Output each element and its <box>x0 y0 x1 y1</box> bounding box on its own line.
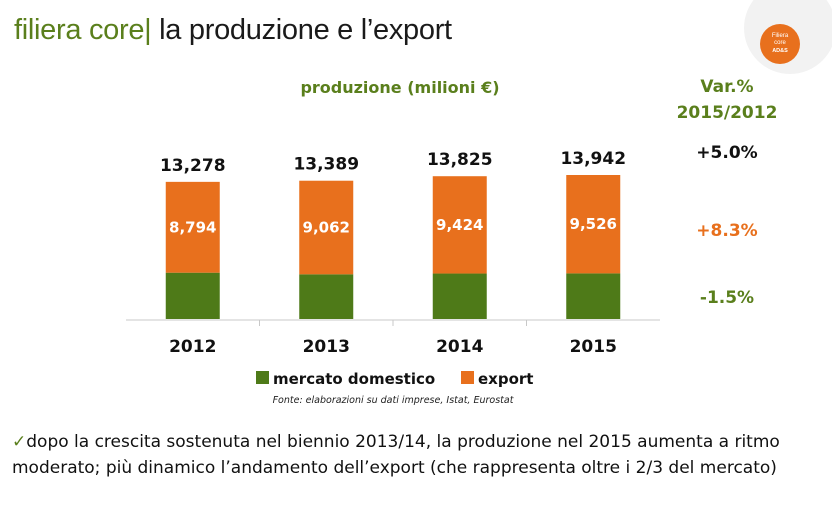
commentary-text: dopo la crescita sostenuta nel biennio 2… <box>12 432 780 478</box>
total-data-label: 13,278 <box>160 156 226 176</box>
total-data-label: 13,825 <box>427 150 493 170</box>
legend-swatch-domestic <box>256 371 269 384</box>
slide-title-text: la produzione e l’export <box>151 14 452 46</box>
bar-domestic-2012 <box>165 272 220 319</box>
production-chart: produzione (milioni €) Var.% 2015/2012 8… <box>126 77 778 406</box>
variation-export-value: +8.3% <box>696 221 757 241</box>
bar-domestic-2014 <box>432 273 487 319</box>
bar-export-2012 <box>165 181 220 273</box>
export-data-label: 9,424 <box>436 216 483 234</box>
legend-swatch-export <box>461 371 474 384</box>
total-data-label: 13,389 <box>293 155 359 175</box>
chart-title: produzione (milioni €) <box>300 78 499 97</box>
bar-export-2013 <box>299 180 354 275</box>
bar-domestic-2013 <box>299 274 354 319</box>
variation-header-line2: 2015/2012 <box>677 103 778 123</box>
variation-domestic-value: -1.5% <box>700 288 754 308</box>
legend-label-export: export <box>478 370 533 388</box>
bars-layer: 8,794 13,278 9,062 13,389 9,424 13,825 9,526 13… <box>160 149 626 319</box>
commentary-note: ✓dopo la crescita sostenuta nel biennio … <box>12 429 824 481</box>
logo-badge-brand: AD&S <box>772 48 788 54</box>
export-data-label: 9,062 <box>303 219 350 237</box>
legend-label-domestic: mercato domestico <box>273 370 435 388</box>
x-tick-label: 2012 <box>169 337 216 357</box>
bar-export-2014 <box>432 176 487 274</box>
bar-domestic-2015 <box>566 273 621 319</box>
logo-badge-line1: Filiera <box>771 33 789 39</box>
export-data-label: 9,526 <box>570 215 617 233</box>
logo-badge: Filiera core AD&S <box>760 24 800 64</box>
export-data-label: 8,794 <box>169 218 216 236</box>
x-tick-label: 2013 <box>303 337 350 357</box>
logo-badge-line2: core <box>774 40 786 46</box>
bar-export-2015 <box>566 175 621 274</box>
slide-title-accent: filiera core <box>14 14 145 46</box>
slide-title-separator: | <box>144 14 152 46</box>
checkmark-icon: ✓ <box>12 432 27 452</box>
x-tick-label: 2015 <box>570 337 617 357</box>
x-axis-ticks: 2012 2013 2014 2015 <box>169 320 617 357</box>
variation-header-line1: Var.% <box>700 77 753 97</box>
variation-total-value: +5.0% <box>696 143 757 163</box>
chart-legend: mercato domestico export <box>256 370 533 388</box>
total-data-label: 13,942 <box>560 149 626 169</box>
chart-source: Fonte: elaborazioni su dati imprese, Ist… <box>273 395 515 406</box>
x-tick-label: 2014 <box>436 337 483 357</box>
slide-title: filiera core| la produzione e l’export <box>14 14 452 47</box>
